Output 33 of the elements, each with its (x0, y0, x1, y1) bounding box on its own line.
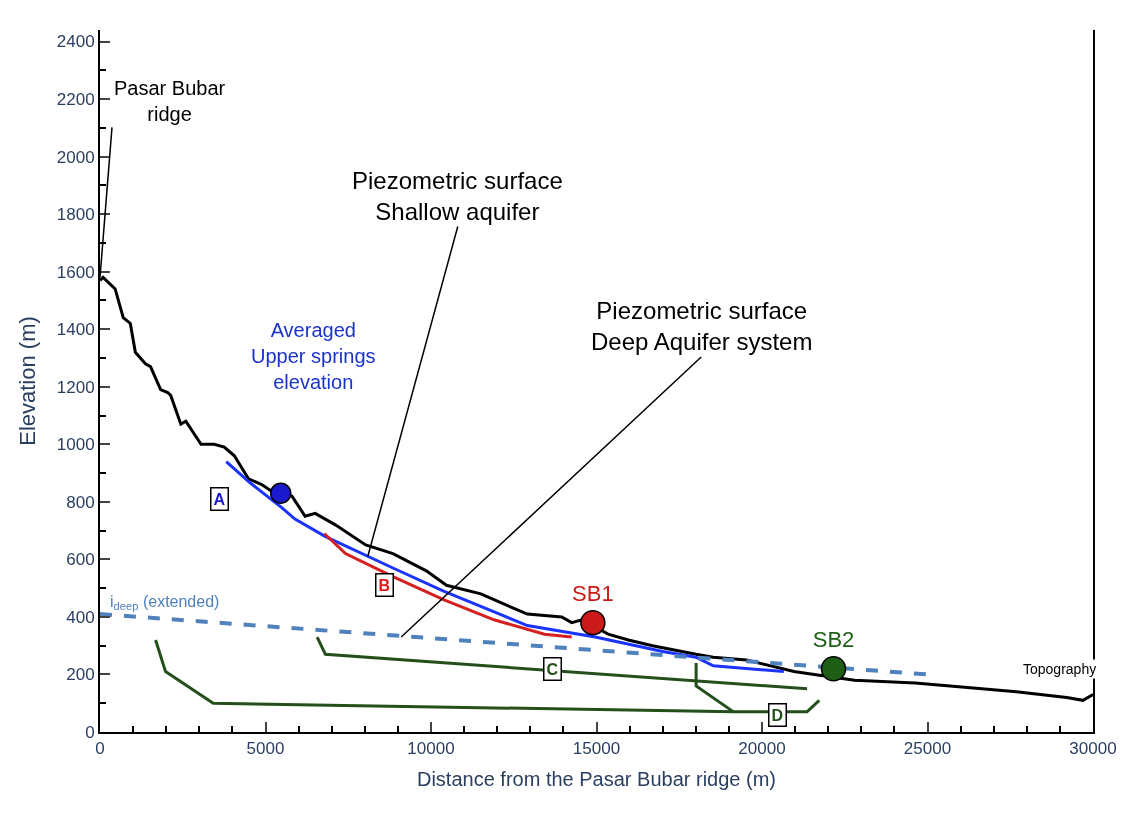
series-label: SB1 (572, 581, 614, 607)
y-tick-label: 400 (66, 607, 95, 627)
annotation: i$_{deep}$ (extended) (110, 593, 220, 613)
annotation: C (546, 660, 559, 678)
x-tick-label: 25000 (903, 739, 952, 759)
y-tick-label: 800 (66, 492, 95, 512)
x-axis-title: Distance from the Pasar Bubar ridge (m) (416, 768, 777, 791)
y-tick-label: 2000 (56, 147, 95, 167)
y-tick-label: 200 (66, 665, 95, 685)
annotation: Averaged Upper springs elevation (251, 319, 376, 393)
series-label: SB2 (812, 627, 855, 653)
y-tick-label: 1000 (56, 435, 95, 455)
y-tick-label: 1600 (56, 262, 95, 282)
y-tick-label: 2200 (56, 90, 95, 109)
x-tick-label: 5000 (246, 739, 285, 759)
y-tick-label: 0 (85, 722, 95, 742)
y-tick-label: 1400 (56, 320, 95, 340)
annotation: Topography (1023, 661, 1097, 677)
y-tick-label: 2400 (56, 32, 95, 52)
annotation: Piezometric surface Deep Aquifer system (591, 297, 813, 356)
y-tick-label: 600 (66, 550, 95, 570)
annotation: B (378, 576, 391, 594)
x-tick-label: 30000 (1069, 739, 1117, 759)
y-tick-label: 1800 (56, 205, 95, 225)
annotation: Pasar Bubar ridge (114, 77, 226, 125)
x-tick-label: 20000 (738, 739, 786, 759)
y-tick-label: 1200 (56, 377, 95, 397)
x-tick-label: 15000 (572, 739, 621, 759)
annotation: Piezometric surface Shallow aquifer (352, 167, 563, 226)
x-tick-label: 10000 (407, 739, 455, 759)
annotation: A (213, 490, 226, 508)
y-axis-title: Elevation (m) (15, 316, 41, 446)
annotation: D (771, 706, 784, 724)
